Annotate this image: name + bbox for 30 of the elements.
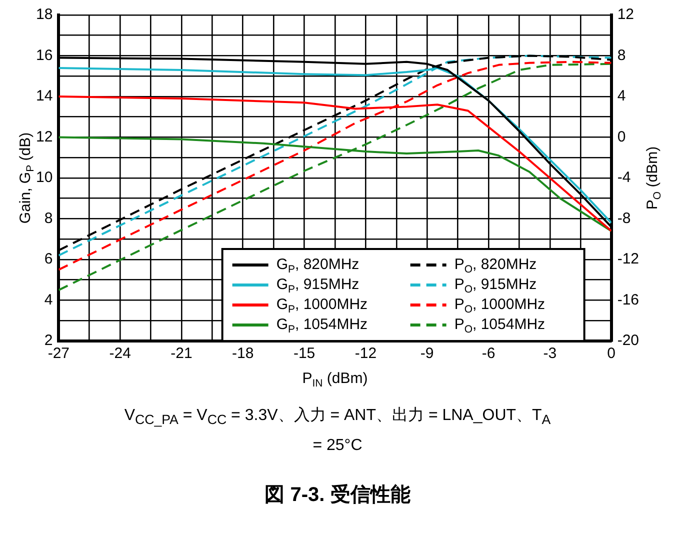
y-axis-title: Gain, GP (dB): [17, 132, 36, 224]
text: 図 7-3. 受信性能: [264, 483, 412, 508]
x-tick-label: -18: [232, 345, 254, 362]
y2-tick-label: 4: [617, 88, 626, 105]
x-tick-label: -6: [482, 345, 496, 362]
y2-tick-label: -8: [617, 210, 631, 227]
x-tick-label: -9: [420, 345, 434, 362]
x-tick-label: 0: [607, 345, 616, 362]
x-tick-label: -15: [293, 345, 316, 362]
x-tick-label: -3: [543, 345, 557, 362]
y2-axis-title: PO (dBm): [644, 146, 664, 210]
y2-tick-label: -16: [617, 291, 640, 308]
y-tick-label: 14: [36, 88, 53, 105]
y2-tick-label: -20: [617, 332, 640, 350]
y2-tick-label: 0: [617, 128, 626, 146]
y-tick-label: 8: [44, 210, 53, 227]
y-tick-label: 6: [44, 250, 53, 268]
x-tick-label: -21: [170, 345, 192, 362]
y2-tick-label: -12: [617, 250, 640, 268]
text: V$_{CC_PA}$ = V$_{CC}$ = 3.3V、入力 = ANT、出力 = LNA_OUT、T$_{A}$ = 25°C: [124, 407, 551, 454]
y-tick-label: 12: [36, 128, 53, 146]
y-tick-label: 18: [36, 6, 53, 24]
y2-tick-label: 8: [617, 46, 626, 64]
y-tick-label: 10: [36, 169, 53, 186]
x-tick-label: -12: [354, 345, 377, 362]
x-tick-label: -24: [109, 345, 131, 362]
y2-tick-label: 12: [617, 6, 634, 24]
y2-tick-label: -4: [617, 169, 631, 186]
y-tick-label: 4: [44, 291, 53, 308]
y-tick-label: 16: [36, 46, 53, 64]
